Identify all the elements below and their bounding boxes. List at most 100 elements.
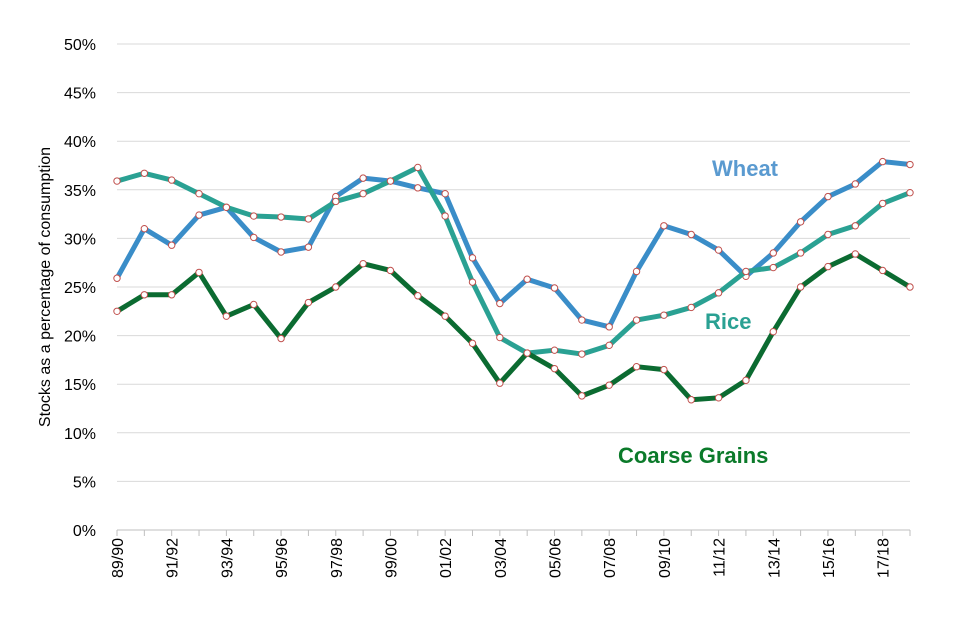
- data-point-rice: [550, 346, 559, 354]
- x-tick-label: 05/06: [548, 538, 565, 578]
- data-point-coarse-grains: [769, 328, 777, 336]
- data-point-rice: [140, 169, 149, 177]
- data-point-wheat: [113, 274, 121, 282]
- series-coarse-grains: [113, 250, 914, 404]
- y-tick-label: 15%: [64, 377, 96, 394]
- y-tick-label: 40%: [64, 134, 96, 151]
- x-tick-label: 01/02: [438, 538, 455, 578]
- data-point-wheat: [167, 241, 176, 249]
- y-tick-label: 10%: [64, 426, 96, 443]
- y-tick-label: 45%: [64, 86, 96, 103]
- data-point-coarse-grains: [496, 379, 504, 387]
- data-point-wheat: [660, 222, 668, 230]
- x-tick-label: 91/92: [165, 538, 182, 578]
- data-point-rice: [414, 163, 422, 172]
- data-point-coarse-grains: [660, 365, 668, 374]
- data-point-coarse-grains: [796, 283, 805, 291]
- data-point-wheat: [277, 248, 285, 256]
- data-point-wheat: [714, 246, 723, 254]
- data-point-coarse-grains: [523, 349, 531, 357]
- series-rice: [113, 163, 914, 358]
- data-point-coarse-grains: [550, 364, 559, 373]
- data-point-coarse-grains: [222, 312, 231, 320]
- data-point-wheat: [304, 243, 313, 251]
- y-tick-label: 5%: [73, 474, 96, 491]
- data-point-coarse-grains: [277, 334, 285, 343]
- data-point-wheat: [414, 184, 422, 192]
- data-point-wheat: [687, 230, 695, 239]
- data-point-coarse-grains: [468, 339, 477, 348]
- x-tick-label: 15/16: [821, 538, 838, 578]
- data-point-rice: [878, 199, 887, 208]
- data-point-wheat: [359, 174, 367, 182]
- series-label-wheat: Wheat: [712, 156, 779, 181]
- y-tick-label: 35%: [64, 183, 96, 200]
- y-axis-label: Stocks as a percentage of consumption: [37, 147, 54, 427]
- x-tick-label: 07/08: [602, 538, 619, 578]
- data-point-coarse-grains: [386, 266, 395, 275]
- data-point-coarse-grains: [851, 250, 860, 258]
- data-point-coarse-grains: [167, 291, 176, 299]
- data-point-coarse-grains: [578, 392, 586, 400]
- data-point-rice: [605, 341, 613, 350]
- data-point-wheat: [523, 275, 531, 283]
- data-point-wheat: [578, 316, 586, 324]
- data-point-coarse-grains: [113, 307, 121, 315]
- data-point-rice: [769, 263, 777, 272]
- data-point-coarse-grains: [359, 259, 367, 268]
- data-point-rice: [386, 177, 395, 185]
- data-point-wheat: [441, 189, 449, 198]
- data-point-coarse-grains: [140, 291, 149, 299]
- x-tick-label: 13/14: [766, 538, 783, 578]
- data-point-coarse-grains: [605, 381, 613, 389]
- data-point-wheat: [605, 323, 613, 331]
- data-point-rice: [906, 189, 914, 197]
- data-point-rice: [195, 189, 203, 198]
- data-point-wheat: [769, 249, 777, 257]
- data-point-coarse-grains: [332, 283, 340, 291]
- data-point-rice: [277, 213, 285, 221]
- data-point-rice: [660, 311, 668, 319]
- data-point-wheat: [496, 299, 504, 308]
- data-point-coarse-grains: [714, 394, 723, 402]
- data-point-coarse-grains: [906, 283, 914, 291]
- y-tick-label: 20%: [64, 329, 96, 346]
- data-point-rice: [359, 189, 367, 198]
- series-line-rice: [114, 164, 913, 357]
- data-point-rice: [167, 176, 176, 184]
- data-point-rice: [468, 278, 477, 286]
- grid-lines: [117, 43, 910, 482]
- data-point-rice: [851, 222, 860, 230]
- data-point-rice: [578, 350, 586, 358]
- data-point-wheat: [878, 157, 887, 166]
- data-point-wheat: [824, 192, 832, 201]
- x-tick-label: 95/96: [274, 538, 291, 578]
- y-tick-label: 25%: [64, 280, 96, 297]
- data-point-rice: [632, 316, 641, 324]
- data-point-coarse-grains: [441, 312, 449, 320]
- x-tick-label: 89/90: [110, 538, 127, 578]
- data-point-wheat: [550, 284, 559, 292]
- data-point-rice: [496, 333, 504, 342]
- x-tick-label: 93/94: [219, 538, 236, 578]
- x-tick-label: 09/10: [657, 538, 674, 578]
- series-label-coarse-grains: Coarse Grains: [618, 443, 768, 468]
- data-point-rice: [250, 212, 258, 220]
- series-group: [113, 157, 914, 404]
- data-point-coarse-grains: [195, 268, 203, 277]
- x-axis: 89/90 91/92 93/94 95/96 97/98 99/00 01/02 03/04…: [110, 529, 911, 578]
- x-tick-label: 11/12: [712, 538, 729, 577]
- data-point-coarse-grains: [414, 292, 422, 300]
- data-point-rice: [742, 267, 750, 276]
- x-tick-label: 03/04: [493, 538, 510, 578]
- data-point-wheat: [195, 211, 203, 219]
- data-point-rice: [222, 203, 231, 211]
- data-point-wheat: [851, 180, 860, 188]
- x-tick-label: 97/98: [329, 538, 346, 578]
- data-point-rice: [796, 249, 805, 257]
- data-point-coarse-grains: [742, 376, 750, 385]
- data-point-wheat: [796, 218, 805, 226]
- y-axis: 0% 5% 10% 15% 20% 25% 30% 35% 40% 45% 50%: [64, 37, 96, 540]
- series-line-coarse-grains: [114, 251, 913, 403]
